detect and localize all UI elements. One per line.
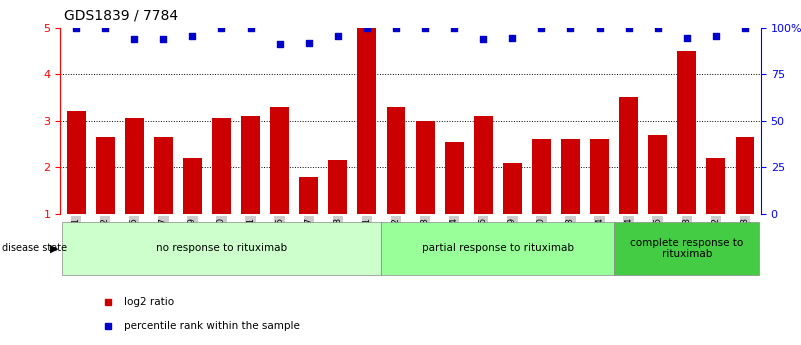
Text: disease state: disease state bbox=[2, 244, 66, 253]
Point bbox=[710, 33, 723, 39]
Text: partial response to rituximab: partial response to rituximab bbox=[422, 244, 574, 253]
Bar bbox=[212, 118, 231, 214]
Point bbox=[215, 25, 228, 30]
Bar bbox=[590, 139, 609, 214]
Point bbox=[739, 25, 751, 30]
Point bbox=[186, 33, 199, 39]
Bar bbox=[357, 28, 376, 214]
Bar bbox=[473, 116, 493, 214]
Text: log2 ratio: log2 ratio bbox=[124, 297, 175, 307]
Bar bbox=[445, 142, 464, 214]
Bar bbox=[648, 135, 667, 214]
Point bbox=[244, 25, 257, 30]
Point bbox=[593, 25, 606, 30]
Point bbox=[477, 37, 489, 42]
Text: complete response to
rituximab: complete response to rituximab bbox=[630, 238, 743, 259]
Bar bbox=[125, 118, 143, 214]
Bar bbox=[66, 111, 86, 214]
Bar bbox=[735, 137, 755, 214]
Bar bbox=[387, 107, 405, 214]
Point bbox=[360, 25, 373, 30]
Point bbox=[99, 25, 111, 30]
Text: ▶: ▶ bbox=[50, 244, 59, 253]
Bar bbox=[532, 139, 551, 214]
Point bbox=[419, 25, 432, 30]
Point bbox=[651, 25, 664, 30]
FancyBboxPatch shape bbox=[62, 222, 381, 275]
Bar bbox=[503, 162, 521, 214]
FancyBboxPatch shape bbox=[614, 222, 759, 275]
Point bbox=[157, 37, 170, 42]
Bar bbox=[154, 137, 173, 214]
Point bbox=[302, 40, 315, 45]
Text: no response to rituximab: no response to rituximab bbox=[156, 244, 287, 253]
Point bbox=[506, 35, 519, 41]
Point bbox=[622, 25, 635, 30]
Bar bbox=[561, 139, 580, 214]
Bar bbox=[241, 116, 260, 214]
Point bbox=[332, 33, 344, 39]
Bar bbox=[706, 158, 726, 214]
Bar bbox=[678, 51, 696, 214]
Bar bbox=[328, 160, 348, 214]
Point bbox=[680, 35, 693, 41]
Point bbox=[70, 25, 83, 30]
Point bbox=[128, 37, 141, 42]
Text: GDS1839 / 7784: GDS1839 / 7784 bbox=[64, 9, 178, 23]
Point bbox=[273, 41, 286, 47]
Point bbox=[535, 25, 548, 30]
Bar bbox=[300, 177, 318, 214]
Bar bbox=[95, 137, 115, 214]
Text: percentile rank within the sample: percentile rank within the sample bbox=[124, 321, 300, 331]
Bar bbox=[416, 121, 434, 214]
FancyBboxPatch shape bbox=[381, 222, 614, 275]
Point bbox=[564, 25, 577, 30]
Bar bbox=[270, 107, 289, 214]
Bar bbox=[619, 97, 638, 214]
Bar bbox=[183, 158, 202, 214]
Point bbox=[448, 25, 461, 30]
Point bbox=[389, 25, 402, 30]
